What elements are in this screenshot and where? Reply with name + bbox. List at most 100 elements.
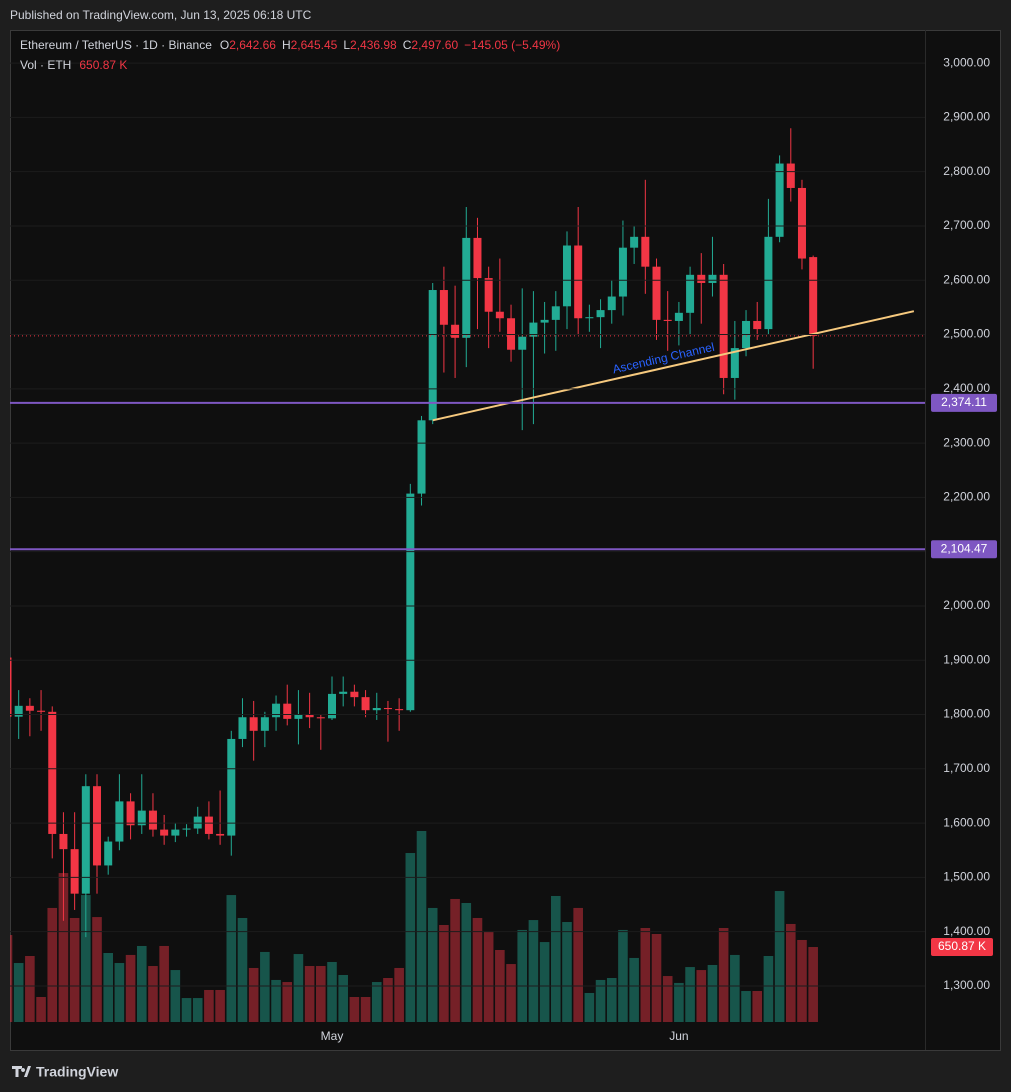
candle-body [753,320,762,330]
candle-body [607,296,616,311]
candle-body [585,317,594,319]
candle-body [395,709,404,711]
candle-body [81,786,90,894]
volume-bar [69,917,80,1022]
volume-bar [629,957,639,1022]
volume-bar [47,907,58,1022]
legend-change: −145.05 (−5.49%) [464,38,560,52]
y-tick-label: 1,300.00 [943,978,990,992]
volume-bar [640,927,651,1022]
x-tick-label: May [321,1029,344,1043]
volume-bar [606,977,617,1022]
volume-bar [674,982,684,1022]
volume-bar [114,963,125,1022]
candle-body [283,703,292,719]
volume-bar [405,853,416,1022]
legend-key: H [282,38,291,52]
legend-value: 2,436.98 [350,38,397,52]
legend-key: O [220,38,229,52]
volume-bar [618,929,628,1022]
volume-bar [730,954,740,1022]
candle-body [10,657,12,717]
volume-bar [349,997,360,1022]
candle-body [686,274,695,313]
y-tick-label: 2,700.00 [943,218,990,232]
volume-bar [304,966,315,1022]
candle-body [551,306,560,320]
candle-body [350,691,359,698]
candle-body [216,833,225,836]
volume-bar [371,982,382,1022]
legend-line: Ethereum / TetherUS · 1D · Binance O2,642… [20,38,560,52]
candle-body [462,237,471,338]
candle-body [652,266,661,320]
volume-bar [808,947,818,1022]
volume-value: 650.87 K [79,58,127,72]
volume-bar [752,991,763,1022]
candle-body [204,816,213,834]
candle-body [249,717,258,731]
volume-bar [136,945,147,1022]
candle-body [562,245,571,307]
candle-body [14,705,23,717]
volume-bar [226,895,237,1022]
candle-body [540,319,549,323]
y-tick-label: 2,500.00 [943,327,990,341]
y-tick-label: 2,900.00 [943,110,990,124]
legend-key: L [343,38,350,52]
volume-name: Vol · ETH [20,58,71,72]
volume-bar [293,954,304,1022]
candle-body [417,420,426,494]
candle-body [797,187,806,259]
volume-bar [383,977,393,1022]
candle-body [227,738,236,836]
y-tick-label: 1,600.00 [943,815,990,829]
candle-body [339,691,348,694]
candle-body [48,711,57,834]
plot-area: Ascending Channel [10,128,925,1022]
price-badge [931,393,997,412]
x-tick-label: Jun [669,1029,688,1043]
candle-body [59,833,68,850]
legend-value: 2,645.45 [291,38,338,52]
published-note: Published on TradingView.com, Jun 13, 20… [10,8,312,22]
candle-body [115,801,124,842]
volume-bar [248,967,259,1022]
volume-bar [785,923,796,1022]
volume-bar [439,925,449,1022]
volume-bar [181,998,192,1022]
legend-value: 2,642.66 [229,38,276,52]
candle-body [137,810,146,826]
candle-body [148,810,157,830]
volume-bar [271,979,281,1022]
candle-body [507,318,516,350]
volume-bar [260,951,270,1022]
candle-body [372,708,381,711]
volume-bar [327,961,337,1022]
volume-bar [461,902,472,1022]
volume-bar [13,963,24,1022]
volume-bar [58,873,69,1022]
candle-body [272,703,281,718]
volume-bar [573,907,583,1022]
candle-body [764,236,773,330]
volume-bar [651,933,662,1022]
volume-bar [170,970,181,1022]
candle-body [786,163,795,188]
chart-panel [10,30,1001,1051]
volume-bar [595,979,606,1022]
y-tick-label: 1,400.00 [943,924,990,938]
candle-body [630,236,639,248]
volume-bar [584,992,595,1022]
candle-body [160,829,169,836]
candle-body [93,786,102,866]
legend-key: C [403,38,412,52]
y-tick-label: 2,400.00 [943,381,990,395]
candle-body [719,274,728,378]
volume-bar [215,989,225,1022]
candle-body [618,247,627,297]
volume-legend: Vol · ETH 650.87 K [20,58,127,72]
volume-bar [36,997,46,1022]
